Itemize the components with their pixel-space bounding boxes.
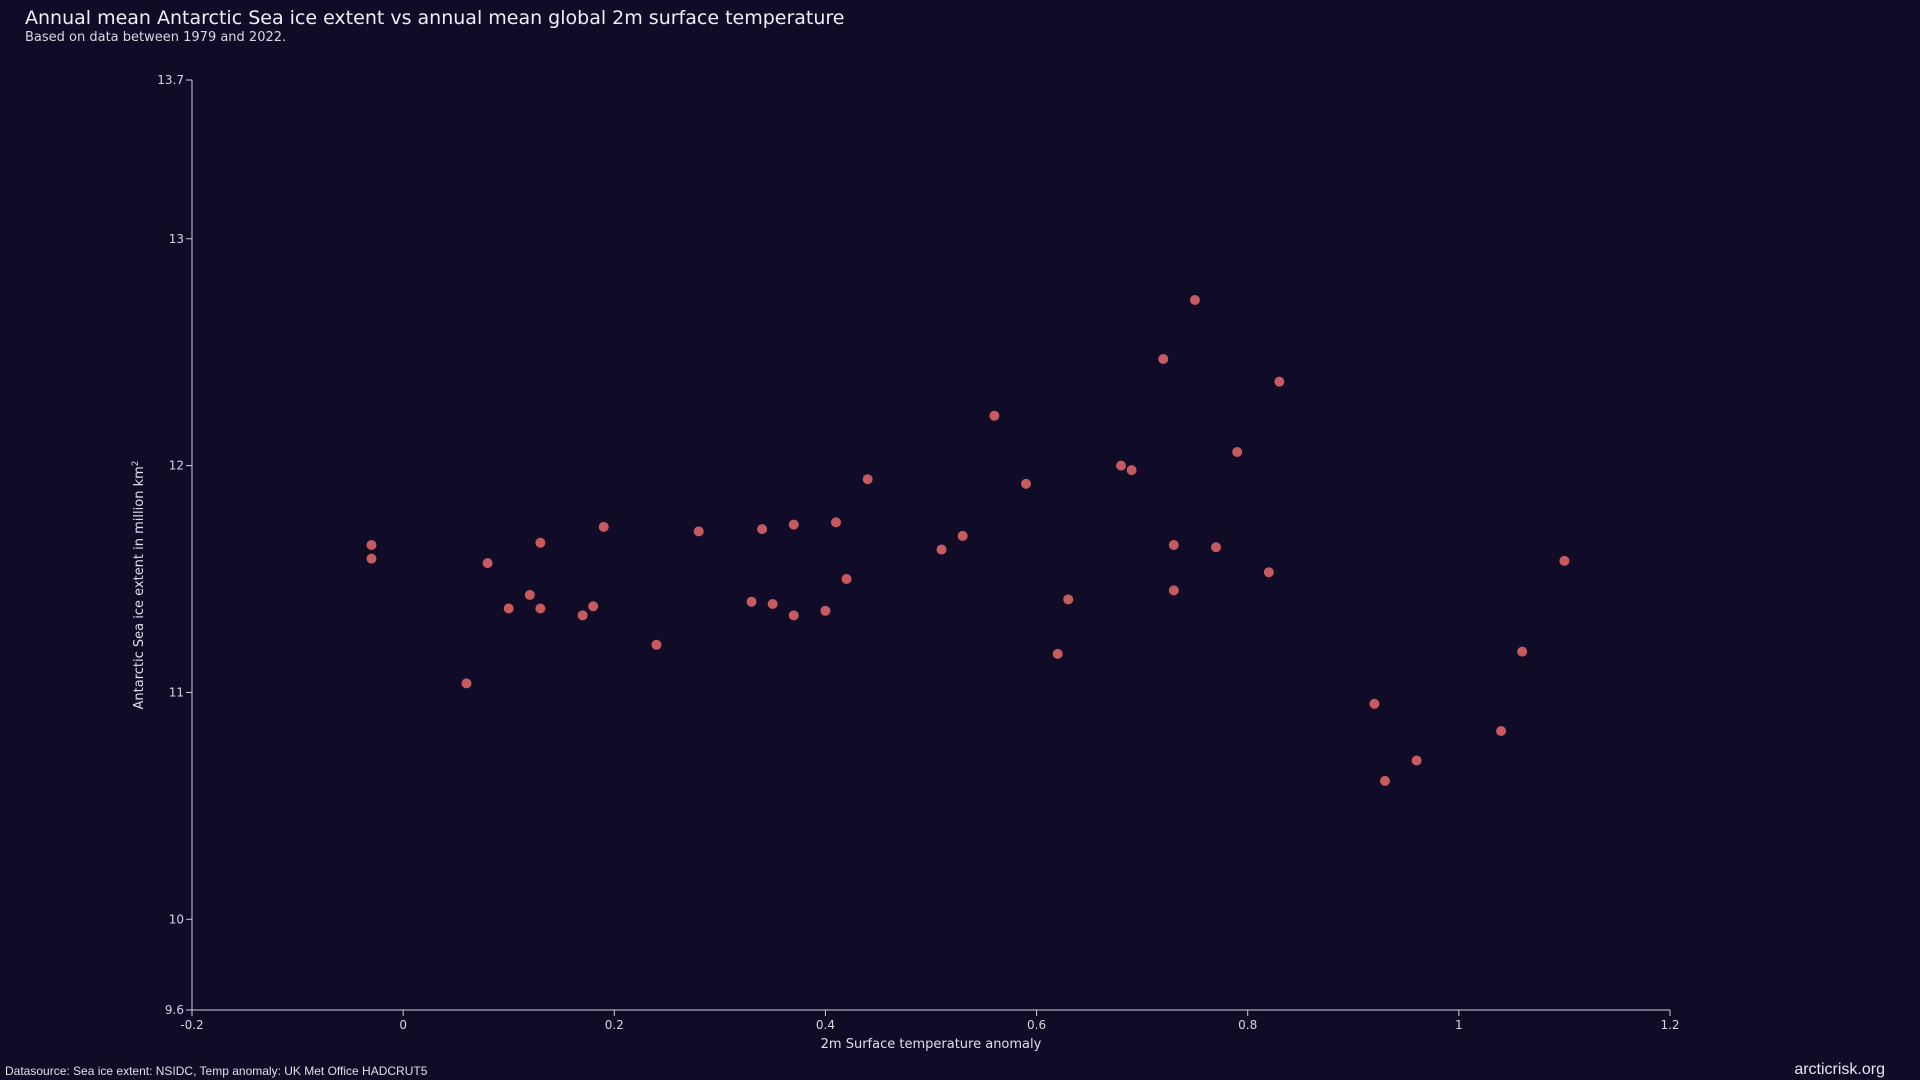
data-point bbox=[841, 574, 852, 585]
data-source-note: Datasource: Sea ice extent: NSIDC, Temp … bbox=[5, 1064, 428, 1078]
data-point bbox=[862, 474, 873, 485]
data-point bbox=[1559, 555, 1570, 566]
x-tick-label: 1 bbox=[1455, 1018, 1463, 1032]
y-tick-label: 13 bbox=[169, 232, 184, 246]
brand-link[interactable]: arcticrisk.org bbox=[1794, 1061, 1885, 1078]
data-point bbox=[788, 610, 799, 621]
x-tick-label: 0.2 bbox=[605, 1018, 624, 1032]
data-point bbox=[1496, 726, 1507, 736]
data-point bbox=[746, 596, 757, 607]
x-tick-label: 0.8 bbox=[1238, 1018, 1257, 1032]
data-point bbox=[577, 610, 588, 621]
data-point bbox=[1126, 465, 1137, 476]
data-point bbox=[1263, 567, 1274, 578]
x-tick-label: 0.4 bbox=[816, 1018, 835, 1032]
data-point bbox=[1063, 594, 1074, 605]
data-point bbox=[482, 558, 493, 569]
data-point bbox=[788, 519, 799, 530]
chart-title: Annual mean Antarctic Sea ice extent vs … bbox=[25, 7, 845, 29]
y-axis-ticks: 9.6 10 11 12 13 13.7 bbox=[157, 73, 192, 1017]
data-point bbox=[1232, 447, 1243, 457]
data-point bbox=[366, 553, 377, 564]
data-point bbox=[1116, 460, 1127, 471]
data-point bbox=[1379, 775, 1390, 786]
x-tick-label: -0.2 bbox=[180, 1018, 203, 1032]
y-tick-label: 9.6 bbox=[165, 1003, 184, 1017]
data-point bbox=[461, 678, 472, 689]
data-points bbox=[366, 295, 1570, 786]
y-tick-label: 11 bbox=[169, 685, 184, 699]
data-point bbox=[936, 544, 947, 555]
x-axis-title: 2m Surface temperature anomaly bbox=[821, 1037, 1042, 1052]
y-tick-label: 10 bbox=[169, 912, 184, 926]
y-tick-label: 13.7 bbox=[157, 73, 184, 87]
x-tick-label: 0.6 bbox=[1027, 1018, 1046, 1032]
y-axis-title: Antarctic Sea ice extent in million km2 bbox=[131, 460, 147, 709]
x-tick-label: 1.2 bbox=[1660, 1018, 1679, 1032]
data-point bbox=[1411, 755, 1422, 766]
y-tick-label: 12 bbox=[169, 459, 184, 473]
data-point bbox=[830, 517, 841, 528]
data-point bbox=[524, 589, 535, 600]
data-point bbox=[767, 598, 778, 609]
data-point bbox=[588, 601, 599, 612]
data-point bbox=[503, 603, 514, 614]
data-point bbox=[1168, 585, 1179, 596]
chart-subtitle: Based on data between 1979 and 2022. bbox=[25, 30, 287, 45]
data-point bbox=[989, 410, 1000, 421]
x-axis-ticks: -0.2 0 0.2 0.4 0.6 0.8 1 1.2 bbox=[180, 1010, 1680, 1032]
data-point bbox=[1168, 540, 1179, 550]
x-tick-label: 0 bbox=[399, 1018, 407, 1032]
data-point bbox=[1211, 542, 1222, 553]
data-point bbox=[820, 605, 831, 616]
y-axis-title-text: Antarctic Sea ice extent in million km bbox=[132, 466, 147, 709]
data-point bbox=[1158, 354, 1169, 364]
data-point bbox=[957, 530, 968, 541]
data-point bbox=[651, 639, 662, 650]
data-point bbox=[1274, 376, 1285, 387]
data-point bbox=[693, 526, 704, 537]
data-point bbox=[598, 521, 609, 532]
y-axis-title-superscript: 2 bbox=[131, 460, 141, 466]
data-point bbox=[1021, 478, 1032, 489]
data-point bbox=[1517, 646, 1528, 657]
data-point bbox=[535, 603, 546, 614]
data-point bbox=[757, 524, 768, 535]
data-point bbox=[1369, 698, 1380, 709]
data-point bbox=[1189, 295, 1200, 306]
data-point bbox=[366, 540, 377, 550]
data-point bbox=[1052, 648, 1063, 659]
data-point bbox=[535, 537, 546, 548]
